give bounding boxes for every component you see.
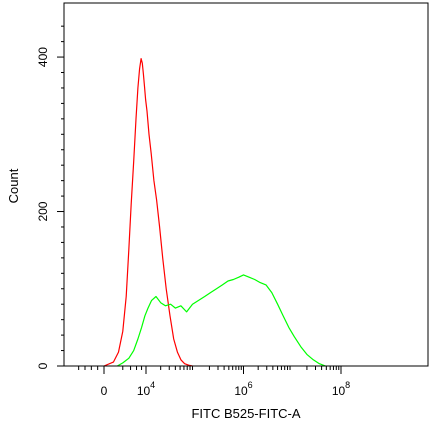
x-tick-label: 106 <box>234 380 252 398</box>
x-tick-label: 104 <box>137 380 155 398</box>
y-axis-label: Count <box>6 168 21 203</box>
x-tick-label: 108 <box>332 380 350 398</box>
histogram-series-1 <box>103 58 193 367</box>
x-axis-label: FITC B525-FITC-A <box>191 406 300 421</box>
y-tick-label: 400 <box>36 47 50 67</box>
y-tick-label: 0 <box>36 362 50 369</box>
x-tick-label: 0 <box>101 384 108 398</box>
histogram-series-2 <box>117 274 326 367</box>
y-tick-label: 200 <box>36 201 50 221</box>
plot-frame <box>63 2 429 367</box>
